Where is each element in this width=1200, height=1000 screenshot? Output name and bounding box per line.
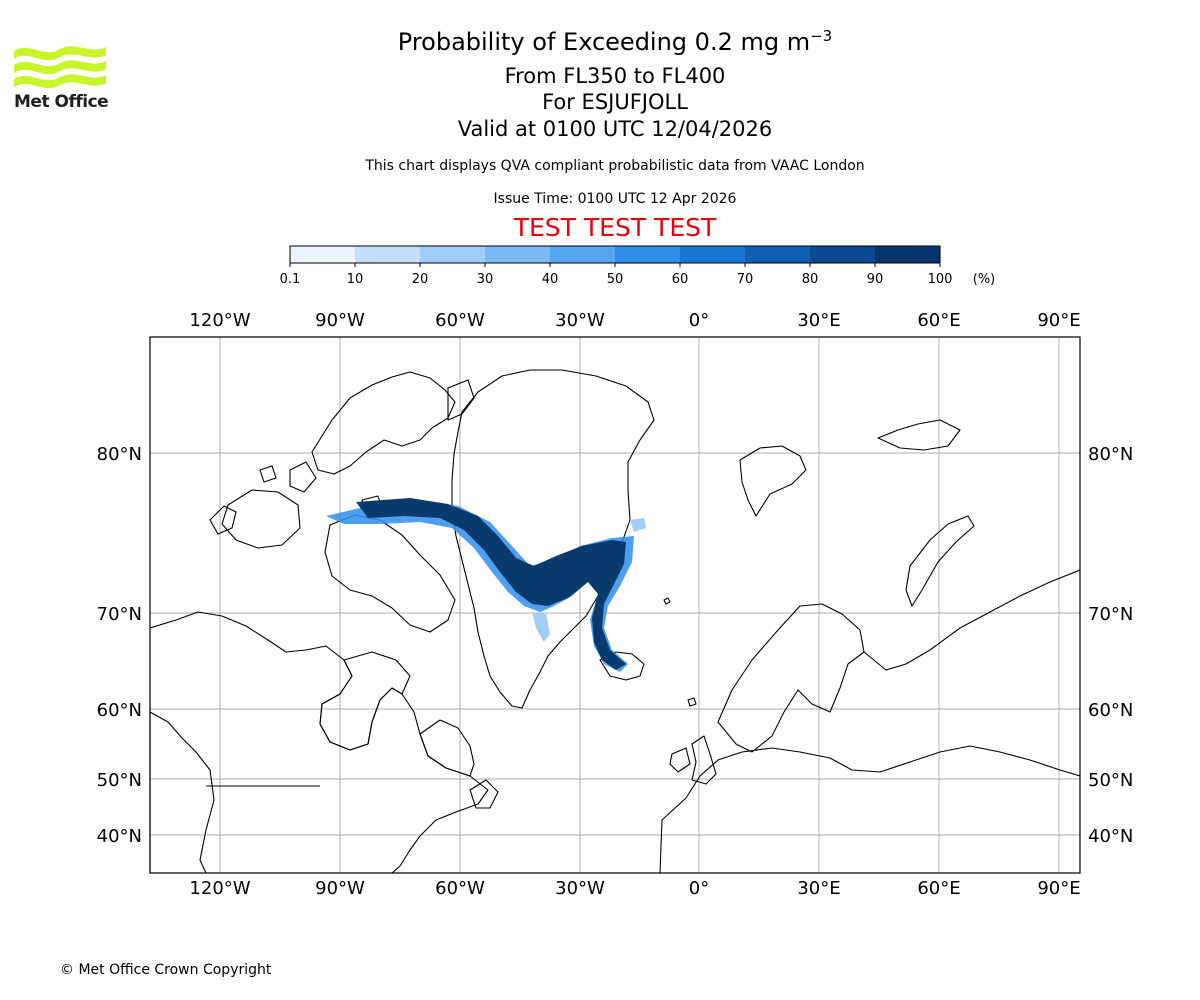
colorbar-tick-label: 20 [412, 272, 429, 287]
longitude-label: 0° [689, 310, 709, 331]
europe-coastline [659, 745, 1080, 873]
longitude-label: 90°W [315, 878, 365, 899]
colorbar-tick-label: 100 [928, 272, 953, 287]
banks-island-coastline [209, 505, 237, 535]
longitude-label: 0° [689, 878, 709, 899]
jan-mayen [663, 597, 671, 605]
longitude-label: 30°E [797, 878, 840, 899]
valid-time: Valid at 0100 UTC 12/04/2026 [457, 117, 773, 141]
longitude-label: 90°W [315, 310, 365, 331]
ash-plume-fringe [630, 518, 646, 532]
flight-level-range: From FL350 to FL400 [504, 64, 726, 88]
colorbar-tick-label: 40 [542, 272, 559, 287]
iceland-coastline [599, 651, 645, 681]
colorbar-tick-label: 90 [867, 272, 884, 287]
colorbar-bin [420, 246, 486, 263]
longitude-label: 90°E [1037, 310, 1080, 331]
ash-plume-core [356, 498, 626, 670]
colorbar-bin [485, 246, 551, 263]
test-banner: TEST TEST TEST [513, 213, 717, 242]
met-office-logo-text: Met Office [14, 92, 109, 112]
latitude-label-right: 50°N [1088, 770, 1133, 791]
small-island-1 [259, 465, 277, 483]
colorbar-bin [290, 246, 356, 263]
latitude-label-right: 80°N [1088, 444, 1133, 465]
labrador-coastline [419, 719, 475, 777]
latitude-label-left: 40°N [97, 826, 142, 847]
longitude-label: 120°W [189, 878, 250, 899]
greenland-coastline [451, 369, 655, 709]
longitude-label: 60°E [917, 878, 960, 899]
issue-time: Issue Time: 0100 UTC 12 Apr 2026 [493, 191, 737, 207]
longitude-label: 120°W [189, 310, 250, 331]
somerset-coastline [289, 461, 317, 493]
arctic-archipelago-coastline [311, 371, 456, 475]
alaska-coastline [150, 711, 215, 873]
victoria-island-coastline [221, 489, 301, 549]
baffin-island-coastline [324, 514, 456, 633]
latitude-label-left: 60°N [97, 700, 142, 721]
colorbar-unit: (%) [973, 272, 996, 287]
ash-plume-fringe [532, 612, 550, 642]
ellesmere-coastline [447, 379, 475, 421]
colorbar-bin [355, 246, 421, 263]
colorbar-bin [680, 246, 746, 263]
colorbar-bin [550, 246, 616, 263]
longitude-label: 30°W [555, 310, 605, 331]
longitude-label: 30°W [555, 878, 605, 899]
met-office-wave-icon [14, 46, 106, 89]
latitude-label-right: 70°N [1088, 604, 1133, 625]
colorbar-bin [810, 246, 876, 263]
longitude-label: 60°W [435, 878, 485, 899]
novaya-zemlya-coastline [905, 515, 975, 607]
colorbar-tick-label: 80 [802, 272, 819, 287]
colorbar-tick-label: 50 [607, 272, 624, 287]
colorbar-tick-label: 0.1 [280, 272, 301, 287]
colorbar-bin [745, 246, 811, 263]
latitude-label-right: 40°N [1088, 826, 1133, 847]
hudson-bay-coastline [319, 651, 411, 751]
colorbar-bin [875, 246, 941, 263]
longitude-label: 30°E [797, 310, 840, 331]
longitude-label: 60°E [917, 310, 960, 331]
franz-josef-coastline [877, 419, 961, 451]
qva-note: This chart displays QVA compliant probab… [365, 158, 865, 174]
ireland-coastline [669, 747, 691, 773]
latitude-label-left: 50°N [97, 770, 142, 791]
latitude-label-left: 80°N [97, 444, 142, 465]
colorbar-tick-label: 30 [477, 272, 494, 287]
colorbar-tick-label: 70 [737, 272, 754, 287]
latitude-label-left: 70°N [97, 604, 142, 625]
great-britain-coastline [691, 735, 717, 785]
copyright-notice: © Met Office Crown Copyright [60, 962, 272, 978]
chart-title: Probability of Exceeding 0.2 mg m−3 [397, 27, 833, 56]
longitude-label: 60°W [435, 310, 485, 331]
eurasia-north-coastline [863, 569, 1080, 671]
newfoundland-coastline [469, 779, 499, 809]
svalbard-coastline [739, 445, 807, 517]
latitude-label-right: 60°N [1088, 700, 1133, 721]
volcano-name: For ESJUFJOLL [542, 90, 688, 114]
colorbar: 0.1 10 20 30 40 50 60 70 80 90 100 (%) [280, 245, 996, 287]
longitude-label: 90°E [1037, 878, 1080, 899]
colorbar-tick-label: 10 [347, 272, 364, 287]
colorbar-bin [615, 246, 681, 263]
scandinavia-coastline [717, 603, 865, 753]
colorbar-tick-label: 60 [672, 272, 689, 287]
faroe-islands [687, 697, 697, 707]
